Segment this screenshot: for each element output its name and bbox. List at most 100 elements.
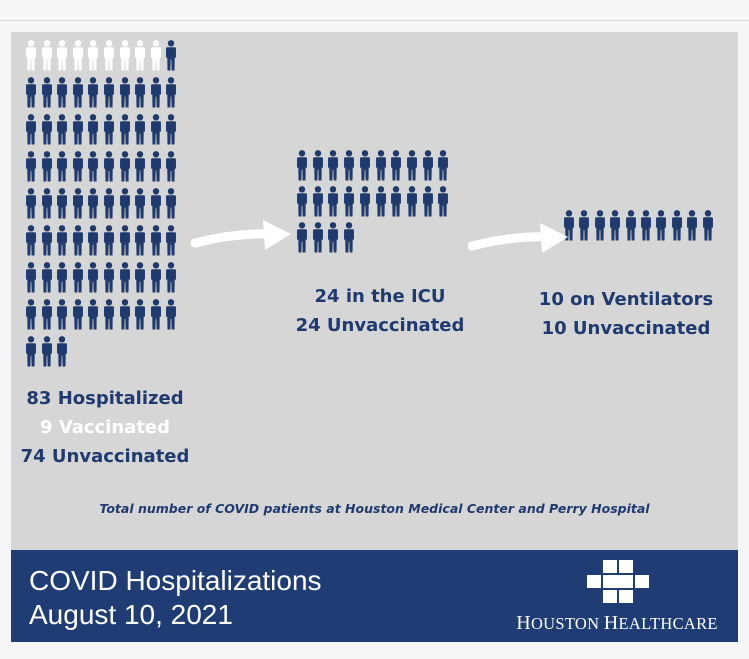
- unvaccinated-person-icon: [40, 262, 54, 297]
- unvaccinated-person-icon: [102, 299, 116, 334]
- unvaccinated-person-icon: [40, 77, 54, 112]
- vaccinated-person-icon: [55, 40, 69, 75]
- vaccinated-person-icon: [24, 40, 38, 75]
- infographic-card: 83 Hospitalized 9 Vaccinated 74 Unvaccin…: [11, 32, 738, 642]
- unvaccinated-person-icon: [86, 114, 100, 149]
- unvaccinated-person-icon: [133, 77, 147, 112]
- vaccinated-person-icon: [86, 40, 100, 75]
- unvaccinated-person-icon: [358, 150, 372, 185]
- unvaccinated-person-icon: [24, 299, 38, 334]
- unvaccinated-person-icon: [149, 299, 163, 334]
- unvaccinated-person-icon: [295, 150, 309, 185]
- vaccinated-count: 9 Vaccinated: [39, 417, 171, 438]
- unvaccinated-person-icon: [102, 151, 116, 186]
- unvaccinated-person-icon: [71, 225, 85, 260]
- unvaccinated-person-icon: [133, 151, 147, 186]
- ventilator-stats: 10 on Ventilators 10 Unvaccinated: [531, 285, 721, 343]
- unvaccinated-person-icon: [149, 225, 163, 260]
- unvaccinated-person-icon: [164, 77, 178, 112]
- unvaccinated-person-icon: [55, 114, 69, 149]
- hospitalized-stats: 83 Hospitalized 9 Vaccinated 74 Unvaccin…: [16, 384, 194, 471]
- unvaccinated-person-icon: [164, 114, 178, 149]
- unvaccinated-person-icon: [102, 225, 116, 260]
- unvaccinated-person-icon: [405, 186, 419, 221]
- footer-banner: COVID Hospitalizations August 10, 2021 H…: [11, 550, 738, 642]
- unvaccinated-person-icon: [670, 210, 684, 245]
- unvaccinated-person-icon: [133, 225, 147, 260]
- unvaccinated-person-icon: [389, 150, 403, 185]
- hospitalized-total: 83 Hospitalized: [26, 388, 184, 409]
- unvaccinated-person-icon: [164, 262, 178, 297]
- unvaccinated-person-icon: [24, 262, 38, 297]
- banner-title-line1: COVID Hospitalizations: [29, 565, 322, 596]
- unvaccinated-person-icon: [55, 77, 69, 112]
- unvaccinated-person-icon: [639, 210, 653, 245]
- unvaccinated-person-icon: [55, 188, 69, 223]
- unvaccinated-person-icon: [55, 262, 69, 297]
- unvaccinated-person-icon: [118, 299, 132, 334]
- caption: Total number of COVID patients at Housto…: [99, 501, 650, 516]
- top-divider: [0, 20, 749, 21]
- unvaccinated-person-icon: [326, 222, 340, 257]
- arrow-icon: [468, 223, 568, 253]
- unvaccinated-person-icon: [133, 114, 147, 149]
- unvaccinated-person-icon: [342, 222, 356, 257]
- unvaccinated-person-icon: [164, 225, 178, 260]
- unvaccinated-person-icon: [608, 210, 622, 245]
- unvaccinated-person-icon: [40, 188, 54, 223]
- ventilator-unvaccinated: 10 Unvaccinated: [541, 318, 711, 339]
- unvaccinated-person-icon: [24, 336, 38, 371]
- unvaccinated-person-icon: [24, 77, 38, 112]
- unvaccinated-person-icon: [149, 77, 163, 112]
- unvaccinated-person-icon: [86, 188, 100, 223]
- unvaccinated-person-icon: [133, 299, 147, 334]
- unvaccinated-person-icon: [118, 225, 132, 260]
- unvaccinated-person-icon: [118, 188, 132, 223]
- unvaccinated-person-icon: [86, 299, 100, 334]
- unvaccinated-person-icon: [685, 210, 699, 245]
- unvaccinated-person-icon: [40, 151, 54, 186]
- unvaccinated-person-icon: [40, 225, 54, 260]
- unvaccinated-person-icon: [24, 188, 38, 223]
- unvaccinated-person-icon: [164, 151, 178, 186]
- unvaccinated-person-icon: [86, 225, 100, 260]
- houston-healthcare-logo-icon: [587, 560, 649, 603]
- unvaccinated-person-icon: [342, 150, 356, 185]
- unvaccinated-person-icon: [24, 151, 38, 186]
- unvaccinated-person-icon: [133, 188, 147, 223]
- unvaccinated-person-icon: [118, 151, 132, 186]
- unvaccinated-person-icon: [389, 186, 403, 221]
- unvaccinated-person-icon: [71, 299, 85, 334]
- unvaccinated-person-icon: [40, 299, 54, 334]
- unvaccinated-person-icon: [149, 188, 163, 223]
- unvaccinated-person-icon: [40, 336, 54, 371]
- icu-total: 24 in the ICU: [314, 286, 446, 307]
- unvaccinated-person-icon: [102, 114, 116, 149]
- unvaccinated-person-icon: [654, 210, 668, 245]
- unvaccinated-person-icon: [118, 114, 132, 149]
- unvaccinated-person-icon: [358, 186, 372, 221]
- unvaccinated-person-icon: [133, 262, 147, 297]
- unvaccinated-count: 74 Unvaccinated: [20, 446, 190, 467]
- arrow-icon: [191, 220, 291, 250]
- unvaccinated-person-icon: [149, 262, 163, 297]
- logo-wordmark: HOUSTON HEALTHCARE: [516, 612, 718, 634]
- unvaccinated-person-icon: [55, 336, 69, 371]
- unvaccinated-person-icon: [593, 210, 607, 245]
- unvaccinated-person-icon: [295, 222, 309, 257]
- unvaccinated-person-icon: [55, 225, 69, 260]
- vaccinated-person-icon: [118, 40, 132, 75]
- unvaccinated-person-icon: [562, 210, 576, 245]
- unvaccinated-person-icon: [40, 114, 54, 149]
- unvaccinated-person-icon: [102, 77, 116, 112]
- unvaccinated-person-icon: [295, 186, 309, 221]
- unvaccinated-person-icon: [311, 186, 325, 221]
- unvaccinated-person-icon: [71, 77, 85, 112]
- unvaccinated-person-icon: [24, 114, 38, 149]
- unvaccinated-person-icon: [164, 299, 178, 334]
- unvaccinated-person-icon: [86, 262, 100, 297]
- unvaccinated-person-icon: [311, 222, 325, 257]
- icu-stats: 24 in the ICU 24 Unvaccinated: [275, 282, 485, 340]
- unvaccinated-person-icon: [71, 188, 85, 223]
- unvaccinated-person-icon: [164, 40, 178, 75]
